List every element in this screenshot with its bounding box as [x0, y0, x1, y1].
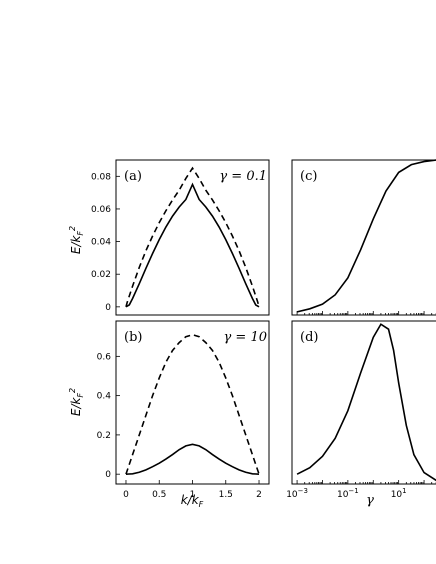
y-tick-label-a: 0.02: [91, 270, 111, 280]
x-tick-label-b: 1: [190, 490, 196, 500]
series-b-dashed: [125, 333, 260, 475]
series-a-solid: [125, 182, 260, 308]
panel-a-label: (a): [124, 169, 142, 184]
x-tick-label-b: 1.5: [219, 490, 233, 500]
x-tick-label-b: 2: [256, 490, 262, 500]
series-d-solid: [296, 323, 436, 482]
panel-b-label: (b): [124, 330, 142, 345]
panel-d-frame: [291, 320, 436, 485]
y-tick-label-b: 0.2: [97, 431, 111, 441]
panel-a-gamma: γ = 0.1: [219, 169, 267, 184]
x-tick-label-b: 0.5: [152, 490, 166, 500]
series-c-solid: [296, 159, 436, 313]
y-tick-label-a: 0: [105, 303, 111, 313]
x-tick-label-d: 10−1: [337, 487, 359, 500]
y-tick-label-b: 0: [105, 470, 111, 480]
y-axis-label-a: E/kF2: [68, 226, 85, 254]
x-axis-label-d: γ: [366, 493, 374, 508]
series-b-solid: [125, 443, 260, 475]
panel-b-frame: [115, 320, 270, 485]
y-tick-label-a: 0.04: [91, 238, 111, 248]
panel-c-label: (c): [300, 169, 317, 184]
x-tick-label-d: 10−3: [286, 487, 308, 500]
x-tick-label-b: 0: [123, 490, 129, 500]
x-axis-label-b: k/kF: [181, 493, 204, 509]
panel-a-frame: [115, 159, 270, 316]
panel-d-label: (d): [300, 330, 318, 345]
panel-b-gamma: γ = 10: [224, 330, 267, 345]
y-axis-label-b: E/kF2: [68, 388, 85, 416]
y-tick-label-b: 0.4: [97, 392, 112, 402]
x-tick-label-d: 101: [391, 487, 407, 500]
y-tick-label-a: 0.06: [91, 205, 111, 215]
y-tick-label-b: 0.6: [97, 352, 112, 362]
y-tick-label-a: 0.08: [91, 172, 111, 182]
series-a-dashed: [125, 166, 260, 308]
